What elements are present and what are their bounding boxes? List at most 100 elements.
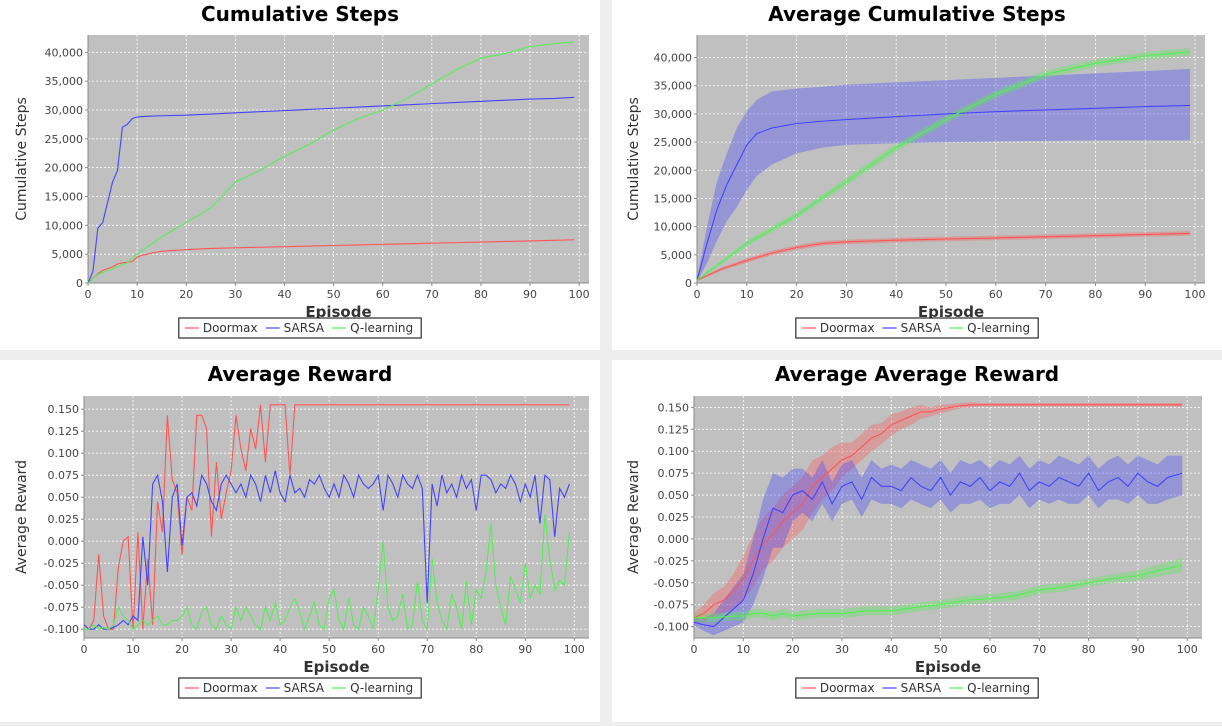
x-tick-label: 40 (889, 288, 903, 301)
x-tick-label: 60 (989, 288, 1003, 301)
legend: Doormax SARSA Q-learning (795, 317, 1039, 339)
y-tick-label: 0.000 (658, 533, 690, 546)
legend-item-q-learning: Q-learning (350, 321, 413, 335)
series-line-q-learning (84, 514, 570, 632)
x-tick-label: 20 (175, 643, 189, 656)
y-axis-label: Cumulative Steps (14, 97, 30, 221)
x-tick-label: 100 (1185, 288, 1206, 301)
x-tick-label: 0 (694, 288, 701, 301)
chart-panel-average-average-reward: Average Average Reward 0 10 20 30 40 50 60 70 80 9… (612, 360, 1222, 722)
legend-item-sarsa: SARSA (901, 681, 942, 695)
x-tick-label: 30 (228, 288, 242, 301)
x-tick-label: 30 (839, 288, 853, 301)
x-tick-label: 40 (273, 643, 287, 656)
x-axis-label: Episode (915, 658, 981, 676)
x-tick-label: 60 (983, 643, 997, 656)
y-tick-label: -0.050 (44, 579, 79, 592)
legend-item-sarsa: SARSA (284, 321, 325, 335)
y-tick-label: -0.050 (654, 577, 689, 590)
x-tick-label: 50 (322, 643, 336, 656)
chart-title: Cumulative Steps (201, 2, 399, 26)
x-tick-label: 70 (420, 643, 434, 656)
legend-item-q-learning: Q-learning (967, 681, 1030, 695)
series-line-sarsa (697, 104, 1191, 281)
y-tick-label: 15,000 (654, 192, 693, 205)
x-tick-label: 10 (736, 643, 750, 656)
y-tick-label: 0.025 (658, 511, 690, 524)
series-line-doormax (84, 404, 570, 631)
x-tick-label: 20 (786, 643, 800, 656)
chart-title: Average Average Reward (775, 362, 1059, 386)
x-tick-label: 90 (518, 643, 532, 656)
y-tick-label: 25,000 (45, 133, 84, 146)
x-tick-label: 10 (740, 288, 754, 301)
x-tick-label: 90 (523, 288, 537, 301)
y-tick-label: 0.100 (48, 447, 80, 460)
x-tick-label: 80 (474, 288, 488, 301)
chart-panel-average-cumulative-steps: Average Cumulative Steps 0 10 20 30 40 50 60 70 8… (612, 0, 1222, 350)
y-tick-label: 30,000 (45, 104, 84, 117)
legend: Doormax SARSA Q-learning (178, 317, 422, 339)
legend-box (178, 677, 422, 699)
y-axis-label: Average Reward (14, 460, 30, 574)
legend: Doormax SARSA Q-learning (178, 677, 422, 699)
series-group (88, 41, 575, 283)
x-tick-label: 90 (1131, 643, 1145, 656)
y-tick-label: 5,000 (52, 248, 84, 261)
y-tick-label: -0.075 (654, 599, 689, 612)
legend-item-sarsa: SARSA (284, 681, 325, 695)
x-tick-label: 70 (1032, 643, 1046, 656)
series-line-sarsa (84, 470, 570, 630)
legend-item-doormax: Doormax (203, 321, 258, 335)
y-tick-label: 10,000 (45, 219, 84, 232)
chart-title: Average Cumulative Steps (768, 2, 1066, 26)
y-tick-label: 0 (685, 277, 692, 290)
x-axis-label: Episode (303, 658, 369, 676)
legend-box (178, 317, 422, 339)
y-tick-label: 20,000 (654, 164, 693, 177)
legend-item-q-learning: Q-learning (350, 681, 413, 695)
y-tick-label: 0.000 (48, 535, 80, 548)
series-line-doormax (697, 232, 1191, 281)
legend-box (795, 317, 1039, 339)
y-tick-label: 35,000 (45, 75, 84, 88)
y-tick-label: 0.125 (658, 423, 690, 436)
chart-average-reward: Average Reward 0 10 20 30 40 50 60 70 80 90 100 -0.1… (14, 362, 589, 699)
x-tick-label: 80 (1082, 643, 1096, 656)
y-tick-label: 35,000 (654, 80, 693, 93)
plot-area (84, 396, 589, 638)
series-band-sarsa (697, 68, 1191, 282)
x-tick-label: 30 (224, 643, 238, 656)
y-tick-label: 25,000 (654, 136, 693, 149)
x-tick-label: 70 (425, 288, 439, 301)
series-line-sarsa (694, 472, 1183, 628)
series-line-doormax (694, 404, 1183, 619)
x-axis-label: Episode (305, 303, 371, 321)
x-tick-label: 0 (81, 643, 88, 656)
y-axis-label: Cumulative Steps (626, 97, 642, 221)
legend-item-doormax: Doormax (820, 681, 875, 695)
y-tick-label: 0.150 (658, 401, 690, 414)
y-tick-label: 40,000 (45, 46, 84, 59)
y-tick-label: 40,000 (654, 52, 693, 65)
y-tick-label: 30,000 (654, 108, 693, 121)
x-tick-label: 30 (835, 643, 849, 656)
x-tick-label: 50 (939, 288, 953, 301)
x-tick-label: 100 (569, 288, 590, 301)
series-line-q-learning (88, 41, 575, 283)
y-tick-label: -0.075 (44, 601, 79, 614)
x-tick-label: 90 (1138, 288, 1152, 301)
y-tick-label: 15,000 (45, 190, 84, 203)
series-band-sarsa (694, 455, 1183, 636)
series-line-q-learning (697, 51, 1191, 281)
chart-panel-cumulative-steps: Cumulative Steps 0 10 20 30 40 50 60 70 80 90 100 0 5… (0, 0, 600, 350)
x-tick-label: 40 (277, 288, 291, 301)
series-line-sarsa (88, 96, 575, 283)
y-tick-label: 0.075 (658, 467, 690, 480)
x-tick-label: 40 (884, 643, 898, 656)
x-tick-label: 10 (126, 643, 140, 656)
chart-average-average-reward: Average Average Reward 0 10 20 30 40 50 60 70 80 9… (626, 362, 1202, 699)
y-tick-label: 0.125 (48, 425, 80, 438)
chart-cumulative-steps: Cumulative Steps 0 10 20 30 40 50 60 70 80 90 100 0 5… (14, 2, 590, 339)
